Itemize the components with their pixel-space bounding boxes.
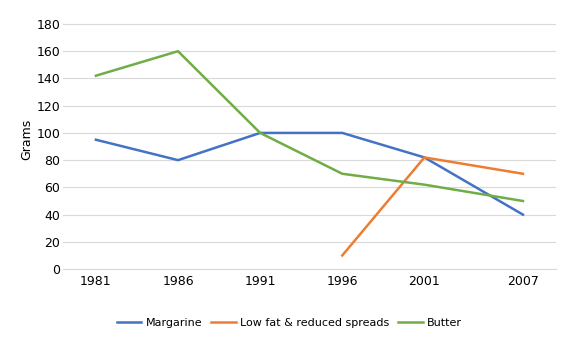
Low fat & reduced spreads xyxy=(520,172,527,176)
Margarine xyxy=(257,131,264,135)
Margarine xyxy=(92,138,99,142)
Low fat & reduced spreads xyxy=(339,254,346,258)
Legend: Margarine, Low fat & reduced spreads, Butter: Margarine, Low fat & reduced spreads, Bu… xyxy=(113,314,467,332)
Margarine xyxy=(175,158,182,162)
Y-axis label: Grams: Grams xyxy=(21,119,34,160)
Low fat & reduced spreads xyxy=(421,155,428,159)
Margarine xyxy=(520,213,527,217)
Butter xyxy=(257,131,264,135)
Butter xyxy=(421,183,428,187)
Margarine xyxy=(421,155,428,159)
Butter xyxy=(339,172,346,176)
Line: Margarine: Margarine xyxy=(96,133,523,215)
Line: Low fat & reduced spreads: Low fat & reduced spreads xyxy=(342,157,523,256)
Line: Butter: Butter xyxy=(96,51,523,201)
Butter xyxy=(520,199,527,203)
Butter xyxy=(175,49,182,53)
Butter xyxy=(92,73,99,78)
Margarine xyxy=(339,131,346,135)
